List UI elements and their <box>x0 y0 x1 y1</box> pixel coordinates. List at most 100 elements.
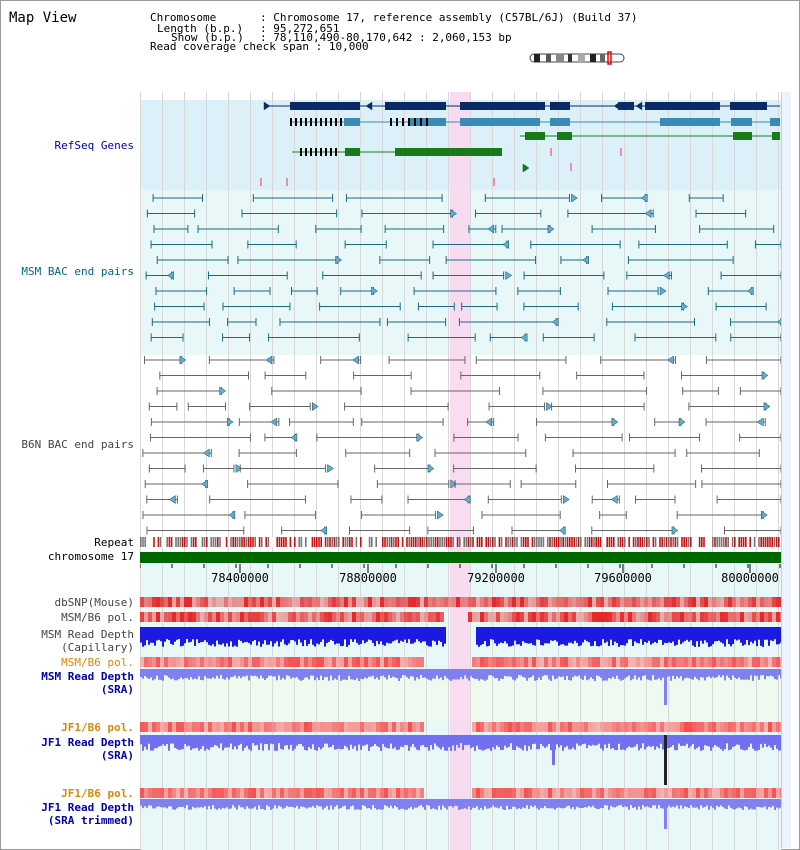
jf1-trim-depth-bar <box>438 799 440 806</box>
track-label-msm-bac[interactable]: MSM BAC end pairs <box>21 265 134 278</box>
jf1-pol2-heat-cell <box>288 788 292 798</box>
track-label-msm-depth-sra[interactable]: MSM Read Depth (SRA) <box>41 670 134 696</box>
jf1-pol1-heat-cell <box>260 722 264 732</box>
b6n-bac-track[interactable] <box>142 355 781 535</box>
chromosome-ideogram[interactable] <box>528 51 628 65</box>
track-label-jf1-depth-sra[interactable]: JF1 Read Depth (SRA) <box>41 736 134 762</box>
chromosome-bar[interactable] <box>140 552 781 563</box>
jf1-trim-depth-bar <box>638 799 640 807</box>
msm-cap-depth-bar <box>184 627 186 644</box>
vertical-scrollbar[interactable] <box>781 92 791 848</box>
msm-pol2-heat-cell <box>300 657 304 667</box>
jf1-pol1-heat-cell <box>352 722 356 732</box>
dbsnp-heat-cell <box>188 597 192 607</box>
jf1-pol2-heat-cell <box>372 788 376 798</box>
msm-sra-depth-bar <box>706 669 708 677</box>
msm-pol2-heat-cell <box>260 657 264 667</box>
jf1-pol2-heat-cell <box>492 788 496 798</box>
refseq-pink-mark <box>260 178 262 186</box>
genome-viewport[interactable]: 78400000 78800000 79200000 79600000 80000000 <box>140 92 781 850</box>
heat-tracks[interactable] <box>140 597 781 798</box>
msm-cap-depth-bar <box>378 627 380 645</box>
msm-sra-depth-bar <box>224 669 226 680</box>
jf1-sra-depth-bar <box>278 735 280 744</box>
msm-bac-pair-arrow <box>520 333 528 342</box>
msm-bac-track[interactable] <box>145 193 781 342</box>
dbsnp-heat-cell <box>372 597 376 607</box>
dbsnp-heat-cell <box>540 597 544 607</box>
jf1-trim-depth-bar <box>728 799 730 806</box>
repeat-element <box>767 537 769 547</box>
track-canvas[interactable]: 78400000 78800000 79200000 79600000 80000000 <box>140 92 781 850</box>
repeat-element <box>555 537 558 547</box>
jf1-pol2-heat-cell <box>200 788 204 798</box>
jf1-sra-depth-bar <box>510 735 512 744</box>
msm-cap-depth-bar <box>514 627 516 641</box>
msm-sra-depth-bar <box>308 669 310 680</box>
jf1-sra-depth-bar <box>360 735 362 750</box>
repeat-element <box>287 537 289 547</box>
jf1-pol2-heat-cell <box>296 788 300 798</box>
msm-pol1-heat-cell <box>356 612 360 622</box>
repeat-element <box>626 537 628 547</box>
jf1-trim-depth-bar <box>534 799 536 806</box>
refseq-exon-tick <box>402 118 404 126</box>
msm-pol1-heat-cell <box>528 612 532 622</box>
jf1-trim-depth-bar <box>746 799 748 807</box>
msm-pol1-heat-cell <box>152 612 156 622</box>
track-label-jf1-pol2[interactable]: JF1/B6 pol. <box>61 787 134 800</box>
track-label-msm-pol2[interactable]: MSM/B6 pol. <box>61 656 134 669</box>
repeat-element <box>430 537 432 547</box>
jf1-pol1-heat-cell <box>652 722 656 732</box>
track-label-dbsnp[interactable]: dbSNP(Mouse) <box>54 596 134 609</box>
depth-tracks[interactable] <box>140 627 781 829</box>
msm-pol2-heat-cell <box>524 657 528 667</box>
msm-sra-depth-bar <box>212 669 214 678</box>
msm-pol1-heat-cell <box>524 612 528 622</box>
msm-cap-depth-bar <box>638 627 640 644</box>
track-label-b6n-bac[interactable]: B6N BAC end pairs <box>21 438 134 451</box>
msm-cap-depth-bar <box>428 627 430 647</box>
jf1-pol1-heat-cell <box>420 722 424 732</box>
track-label-refseq[interactable]: RefSeq Genes <box>54 139 134 152</box>
track-label-jf1-depth-trim[interactable]: JF1 Read Depth (SRA trimmed) <box>41 801 134 827</box>
msm-sra-depth-bar <box>678 669 680 679</box>
track-label-chromosome[interactable]: chromosome 17 <box>47 550 134 563</box>
msm-pol2-heat-cell <box>288 657 292 667</box>
msm-pol2-heat-cell <box>276 657 280 667</box>
msm-cap-depth-bar <box>600 627 602 646</box>
track-label-msm-pol1[interactable]: MSM/B6 pol. <box>61 611 134 624</box>
msm-cap-depth-bar <box>774 627 776 640</box>
track-label-repeat[interactable]: Repeat <box>94 536 134 549</box>
msm-cap-depth-bar <box>698 627 700 647</box>
track-label-jf1-pol1[interactable]: JF1/B6 pol. <box>61 721 134 734</box>
repeat-element <box>360 537 362 547</box>
repeat-track[interactable] <box>140 537 781 547</box>
jf1-trim-depth-bar <box>468 799 470 807</box>
jf1-sra-depth-bar <box>158 735 160 747</box>
msm-pol2-heat-cell <box>328 657 332 667</box>
jf1-pol1-heat-cell <box>252 722 256 732</box>
jf1-pol1-heat-cell <box>780 722 781 732</box>
jf1-pol2-heat-cell <box>400 788 404 798</box>
msm-cap-depth-bar <box>716 627 718 642</box>
jf1-pol1-heat-cell <box>608 722 612 732</box>
jf1-sra-depth-bar <box>292 735 294 751</box>
jf1-sra-depth-bar <box>152 735 154 751</box>
msm-pol2-heat-cell <box>572 657 576 667</box>
msm-cap-depth-bar <box>318 627 320 645</box>
jf1-trim-depth-bar <box>766 799 768 810</box>
msm-pol1-heat-cell <box>428 612 432 622</box>
jf1-sra-depth-bar <box>532 735 534 744</box>
jf1-sra-depth-bar <box>682 735 684 746</box>
msm-sra-depth-bar <box>332 669 334 681</box>
jf1-sra-depth-bar <box>228 735 230 748</box>
msm-cap-depth-bar <box>566 627 568 646</box>
msm-sra-depth-bar <box>568 669 570 681</box>
track-label-msm-depth-cap[interactable]: MSM Read Depth (Capillary) <box>41 628 134 654</box>
msm-pol1-heat-cell <box>420 612 424 622</box>
refseq-gene-track[interactable] <box>260 101 780 186</box>
msm-sra-depth-bar <box>500 669 502 679</box>
jf1-pol1-heat-cell <box>580 722 584 732</box>
jf1-trim-depth-bar <box>356 799 358 810</box>
